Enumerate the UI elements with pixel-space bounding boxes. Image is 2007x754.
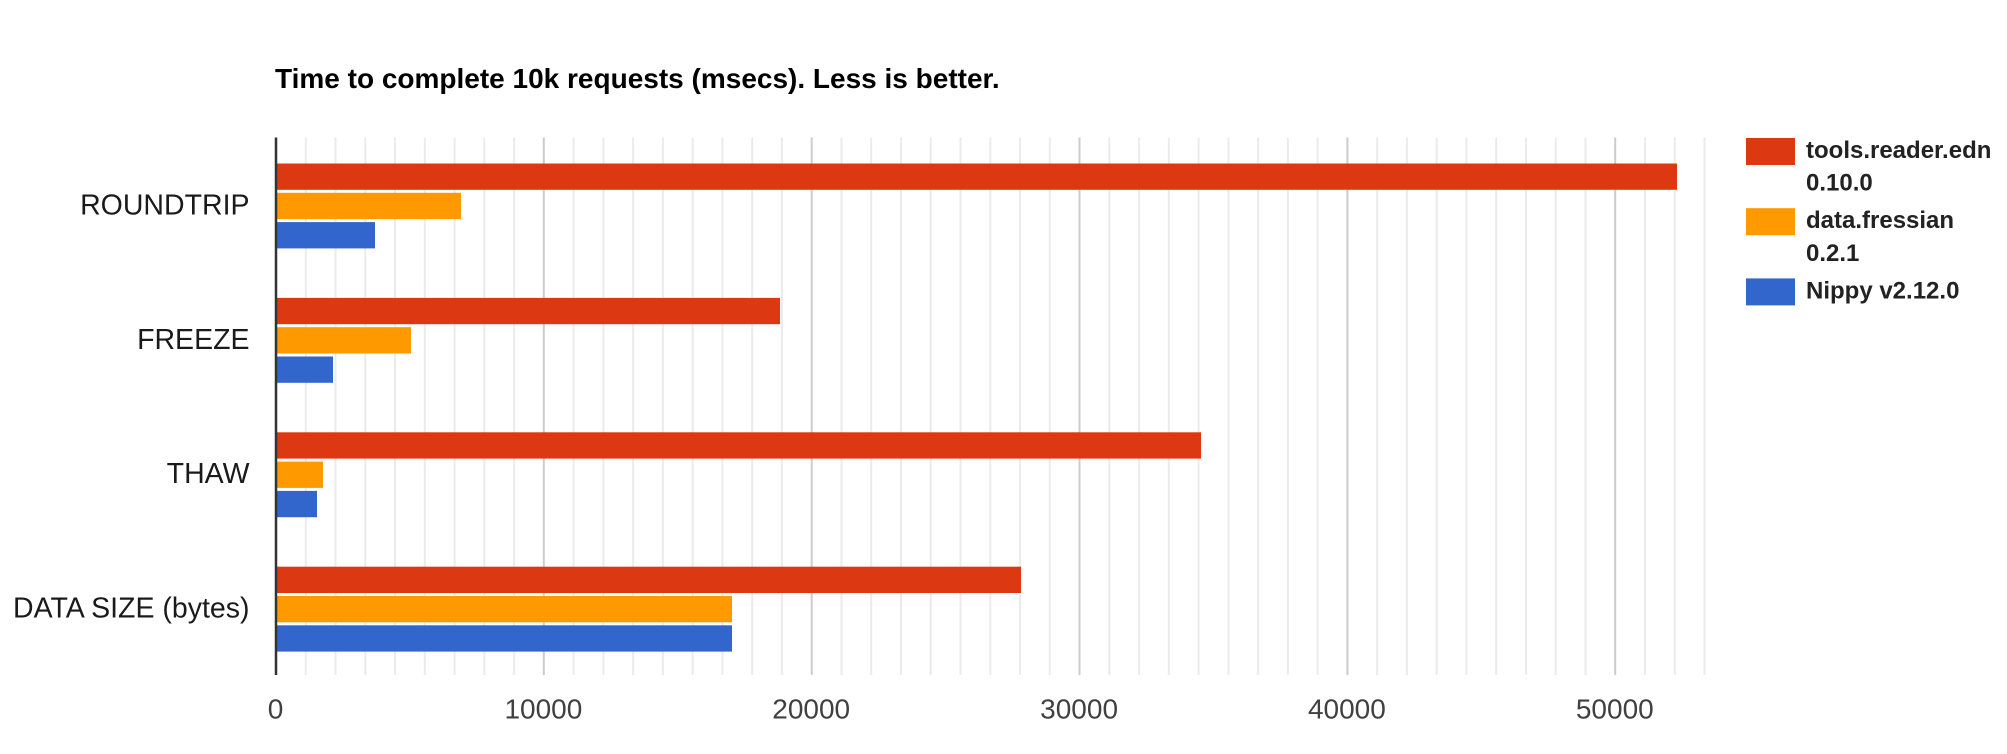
svg-text:DATA SIZE (bytes): DATA SIZE (bytes) (13, 593, 250, 625)
svg-text:30000: 30000 (1040, 694, 1118, 725)
svg-text:10000: 10000 (504, 694, 582, 725)
svg-text:tools.reader.edn: tools.reader.edn (1806, 137, 1991, 164)
svg-text:0.10.0: 0.10.0 (1806, 170, 1873, 197)
svg-text:50000: 50000 (1576, 694, 1654, 725)
svg-text:40000: 40000 (1308, 694, 1386, 725)
svg-text:Time to complete 10k requests: Time to complete 10k requests (msecs). L… (275, 63, 1000, 94)
svg-text:0: 0 (268, 694, 284, 725)
svg-text:data.fressian: data.fressian (1806, 207, 1954, 234)
svg-text:0.2.1: 0.2.1 (1806, 240, 1859, 267)
svg-text:Nippy v2.12.0: Nippy v2.12.0 (1806, 277, 1959, 304)
svg-text:THAW: THAW (167, 458, 250, 490)
svg-text:FREEZE: FREEZE (137, 324, 249, 356)
svg-text:20000: 20000 (772, 694, 850, 725)
svg-text:ROUNDTRIP: ROUNDTRIP (80, 189, 249, 221)
